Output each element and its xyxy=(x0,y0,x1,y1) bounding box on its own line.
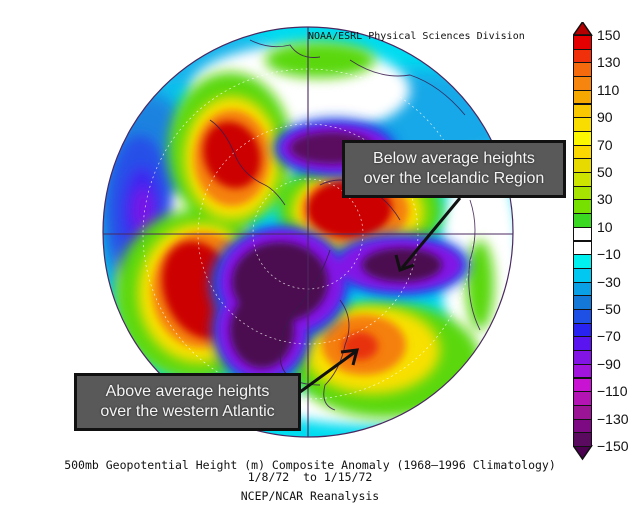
colorbar-swatch xyxy=(573,391,592,406)
figure-title: 500mb Geopotential Height (m) Composite … xyxy=(64,458,556,472)
colorbar-swatch xyxy=(573,404,592,420)
colorbar-swatch xyxy=(573,62,592,78)
data-source: NCEP/NCAR Reanalysis xyxy=(240,489,380,503)
colorbar-swatch xyxy=(573,336,592,352)
colorbar-swatch xyxy=(573,350,592,365)
colorbar-swatch xyxy=(573,144,592,160)
colorbar-swatch xyxy=(573,363,592,379)
colorbar-swatch xyxy=(573,89,592,105)
colorbar-tick-label: −30 xyxy=(597,273,621,290)
colorbar-swatch xyxy=(573,130,592,146)
arrow-atlantic xyxy=(299,348,360,394)
colorbar-swatch xyxy=(573,267,592,283)
colorbar-tick-label: −130 xyxy=(597,410,629,427)
callout-line-2: over the western Atlantic xyxy=(100,403,275,420)
colorbar-swatch xyxy=(573,213,592,228)
colorbar-swatch xyxy=(573,254,592,269)
colorbar-swatch xyxy=(573,35,592,50)
colorbar-swatch xyxy=(573,226,592,242)
colorbar-tick-label: 90 xyxy=(597,109,613,126)
date-range: 1/8/72 to 1/15/72 xyxy=(247,470,373,484)
colorbar-tick-label: −90 xyxy=(597,355,621,372)
colorbar-swatch xyxy=(573,48,592,64)
credit-label: NOAA/ESRL Physical Sciences Division xyxy=(308,31,525,42)
colorbar-tick-label: 150 xyxy=(597,27,621,43)
colorbar-tick-label: −150 xyxy=(597,438,629,454)
colorbar-tick-label: −10 xyxy=(597,246,621,263)
colorbar-tick-label: 30 xyxy=(597,191,613,208)
colorbar-swatch xyxy=(573,76,592,91)
colorbar-tick-label: 50 xyxy=(597,164,613,180)
callout-line-2: over the Icelandic Region xyxy=(363,170,545,187)
colorbar-swatch xyxy=(573,199,592,215)
colorbar-swatch xyxy=(573,432,592,447)
colorbar-top-arrow-icon xyxy=(573,22,593,36)
colorbar-swatch xyxy=(573,185,592,201)
colorbar-bottom-arrow-icon xyxy=(573,445,593,461)
colorbar-swatch xyxy=(573,322,592,338)
callout-atlantic-high: Above average heights over the western A… xyxy=(74,373,301,431)
colorbar-swatch xyxy=(573,240,592,256)
colorbar-tick-label: 130 xyxy=(597,54,621,71)
colorbar-tick-label: −70 xyxy=(597,328,621,345)
colorbar-tick-label: −110 xyxy=(597,383,628,400)
colorbar-tick-label: 110 xyxy=(597,81,620,98)
callout-line-1: Above average heights xyxy=(105,383,270,400)
colorbar-tick-label: 10 xyxy=(597,218,613,235)
colorbar-swatch xyxy=(573,172,592,187)
callout-icelandic-low: Below average heights over the Icelandic… xyxy=(342,140,566,198)
colorbar-swatch xyxy=(573,281,592,297)
colorbar-legend: 150 130 110 90 70 50 30 10 −10 −30 −50 −70 −90 −110 −1… xyxy=(573,22,637,467)
colorbar-tick-label: 70 xyxy=(597,136,613,153)
colorbar-swatch xyxy=(573,295,592,310)
colorbar-swatch xyxy=(573,377,592,393)
colorbar-swatch xyxy=(573,309,592,324)
colorbar-swatch xyxy=(573,117,592,132)
arrow-iceland xyxy=(394,197,462,272)
colorbar-swatch xyxy=(573,418,592,434)
colorbar-swatch xyxy=(573,158,592,173)
callout-line-1: Below average heights xyxy=(373,150,535,167)
colorbar-swatch xyxy=(573,103,592,119)
colorbar-tick-label: −50 xyxy=(597,301,621,317)
